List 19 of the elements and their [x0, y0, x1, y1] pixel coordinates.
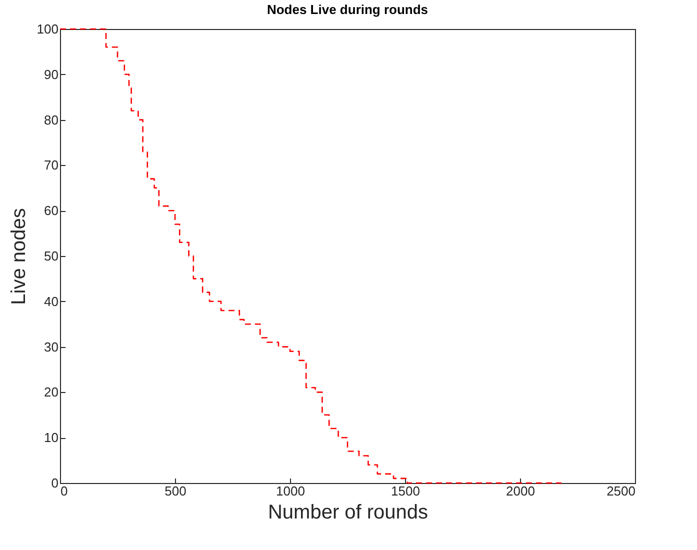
- x-tick-label: 2500: [606, 484, 636, 498]
- x-tick-label: 1500: [391, 484, 420, 498]
- y-tick-label: 40: [44, 294, 58, 309]
- chart-title: Nodes Live during rounds: [266, 2, 428, 17]
- x-tick-label: 500: [164, 484, 186, 498]
- y-tick-label: 20: [44, 384, 58, 400]
- y-tick-label: 10: [44, 430, 58, 446]
- y-tick-label: 50: [44, 248, 58, 264]
- y-axis-title: Live nodes: [8, 208, 30, 305]
- x-axis-title: Number of rounds: [268, 502, 428, 524]
- x-tick-label: 1000: [276, 484, 305, 498]
- y-tick-label: 60: [44, 203, 58, 218]
- y-tick-label: 100: [36, 22, 58, 36]
- x-tick-label: 0: [60, 484, 68, 498]
- y-tick-label: 70: [44, 158, 58, 173]
- y-tick-label: 90: [44, 66, 58, 82]
- y-tick-label: 80: [44, 112, 58, 128]
- y-tick-label: 30: [44, 339, 58, 354]
- x-tick-label: 2000: [506, 484, 535, 498]
